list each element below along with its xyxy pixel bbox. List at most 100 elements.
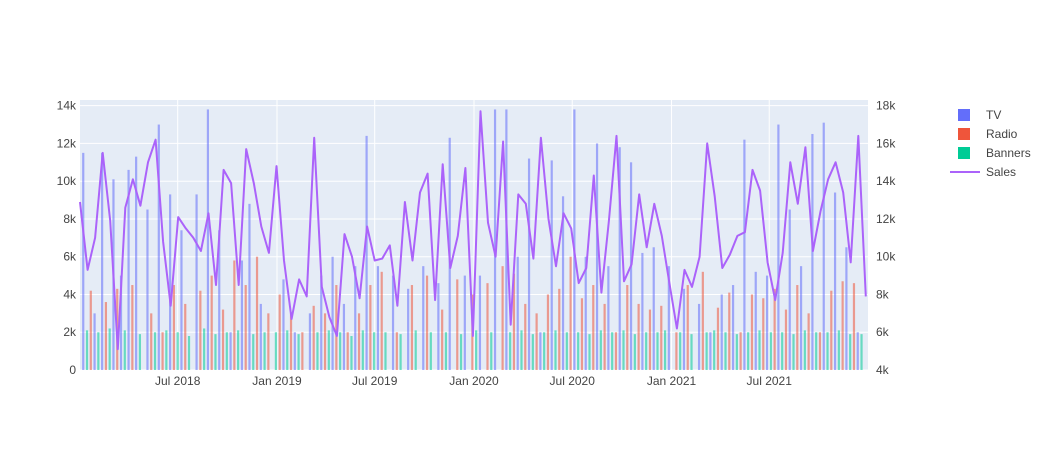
bar-radio: Radio: 2000 — [161, 332, 164, 370]
bar-tv: TV: 5500 — [376, 266, 380, 370]
bar-banners: Banners: 2000 — [769, 332, 772, 370]
bar-banners: Banners: 2100 — [414, 330, 417, 370]
bar-radio: Radio: 3000 — [267, 313, 270, 370]
bar-radio: Radio: 3000 — [807, 313, 810, 370]
bar-banners: Banners: 1900 — [297, 334, 300, 370]
bar-radio: Radio: 2000 — [301, 332, 304, 370]
bar-banners: Banners: 2000 — [97, 332, 100, 370]
bar-radio: Radio: 4700 — [841, 281, 844, 370]
bar-banners: Banners: 2000 — [679, 332, 682, 370]
bar-tv: TV: 3500 — [259, 303, 262, 370]
bar-tv: TV: 8500 — [788, 209, 791, 370]
bar-banners: Banners: 2000 — [274, 332, 278, 370]
bar-radio: Radio: 4500 — [686, 285, 689, 370]
y2-tick-label: 6k — [876, 325, 890, 339]
bar-tv: TV: 9400 — [833, 192, 837, 370]
bar-tv: TV: 13800 — [206, 109, 210, 371]
bar-banners: Banners: 2000 — [611, 332, 614, 370]
x-tick-label: Jul 2021 — [747, 374, 793, 388]
bar-tv: TV: 5000 — [463, 275, 466, 370]
bar-banners: Banners: 1900 — [633, 334, 636, 370]
y-tick-label: 10k — [57, 174, 77, 188]
bar-radio: Radio: 3000 — [323, 313, 327, 370]
bar-radio: Radio: 3800 — [762, 298, 765, 370]
legend-swatch-tv[interactable] — [958, 109, 970, 121]
bar-radio: Radio: 3300 — [716, 307, 720, 370]
bar-banners: Banners: 1800 — [187, 336, 191, 370]
x-tick-label: Jan 2021 — [647, 374, 697, 388]
y-tick-label: 2k — [63, 325, 77, 339]
bar-tv: TV: 5000 — [320, 275, 323, 370]
bar-tv: TV: 5000 — [119, 275, 123, 370]
bar-radio: Radio: 4500 — [244, 285, 247, 370]
bar-radio: Radio: 6000 — [255, 256, 259, 370]
bar-banners: Banners: 2000 — [316, 332, 319, 370]
bar-tv: TV: 5000 — [391, 275, 395, 370]
legend-label-radio[interactable]: Radio — [986, 127, 1018, 141]
bar-radio: Radio: 2000 — [739, 332, 742, 370]
bar-banners: Banners: 2200 — [108, 328, 111, 370]
legend-label-banners[interactable]: Banners — [986, 146, 1031, 160]
bar-banners: Banners: 2100 — [520, 330, 523, 370]
bar-radio: Radio: 3400 — [660, 305, 663, 370]
bar-tv: TV: 11500 — [82, 152, 85, 370]
bar-tv: TV: 13000 — [777, 124, 780, 370]
bar-tv: TV: 7400 — [180, 230, 183, 370]
bar-radio: Radio: 4000 — [750, 294, 754, 370]
bar-banners: Banners: 1900 — [588, 334, 591, 370]
bar-banners: Banners: 2000 — [444, 332, 448, 370]
bar-tv: TV: 5000 — [765, 275, 769, 370]
bar-radio: Radio: 4500 — [626, 285, 629, 370]
legend-swatch-banners[interactable] — [958, 147, 970, 159]
bar-radio: Radio: 2000 — [818, 332, 822, 370]
bar-radio: Radio: 5500 — [501, 266, 504, 370]
bar-radio: Radio: 3000 — [357, 313, 361, 370]
y2-tick-label: 12k — [876, 212, 896, 226]
bar-tv: TV: 8800 — [248, 203, 251, 370]
bar-tv: TV: 4800 — [282, 279, 285, 370]
bar-tv: TV: 2000 — [856, 332, 859, 370]
bar-tv: TV: 4300 — [682, 288, 686, 370]
x-tick-label: Jan 2019 — [252, 374, 302, 388]
bar-banners: Banners: 2100 — [85, 330, 89, 370]
y-axis-left: 0 2k 4k 6k 8k 10k 12k 14k — [57, 99, 77, 377]
bar-banners: Banners: 1900 — [860, 334, 863, 370]
bar-radio: Radio: 2000 — [346, 332, 349, 370]
bar-tv: TV: 11500 — [101, 152, 104, 370]
bar-banners: Banners: 2000 — [384, 332, 387, 370]
bar-banners: Banners: 2000 — [373, 332, 376, 370]
bar-tv: TV: 9200 — [561, 196, 565, 370]
legend-swatch-radio[interactable] — [958, 128, 970, 140]
bar-radio: Radio: 4500 — [172, 285, 176, 370]
bar-radio: Radio: 3500 — [184, 303, 187, 370]
bar-radio: Radio: 4200 — [830, 290, 833, 370]
bar-radio: Radio: 4200 — [89, 290, 92, 370]
bar-banners: Banners: 2100 — [475, 330, 478, 370]
bar-tv: TV: 7400 — [218, 230, 221, 370]
bar-banners: Banners: 2100 — [327, 330, 330, 370]
bar-tv: TV: 6000 — [584, 256, 587, 370]
legend-label-sales[interactable]: Sales — [986, 165, 1016, 179]
bar-radio: Radio: 5000 — [210, 275, 213, 370]
bar-radio: Radio: 3600 — [104, 302, 108, 370]
bar-tv: TV: 11300 — [135, 156, 138, 370]
bar-radio: Radio: 4500 — [592, 285, 595, 370]
bar-radio: Radio: 4500 — [131, 285, 134, 370]
bar-banners: Banners: 2000 — [176, 332, 179, 370]
bar-tv: TV: 12500 — [811, 133, 814, 370]
bar-tv: TV: 3000 — [308, 313, 312, 370]
bar-radio: Radio: 4100 — [728, 292, 731, 370]
bar-radio: Radio: 4500 — [410, 285, 414, 370]
bar-radio: Radio: 4600 — [852, 283, 856, 370]
bar-radio: Radio: 4800 — [456, 279, 459, 370]
legend-label-tv[interactable]: TV — [986, 108, 1001, 122]
bar-radio: Radio: 3200 — [221, 309, 225, 370]
bar-tv: TV: 5500 — [607, 266, 610, 370]
bar-radio: Radio: 3000 — [289, 313, 293, 370]
line-layer — [79, 110, 867, 351]
bar-radio: Radio: 4300 — [558, 288, 561, 370]
bar-tv: TV: 5800 — [240, 260, 244, 370]
bar-banners: Banners: 1900 — [214, 334, 217, 370]
y2-tick-label: 8k — [876, 287, 890, 301]
